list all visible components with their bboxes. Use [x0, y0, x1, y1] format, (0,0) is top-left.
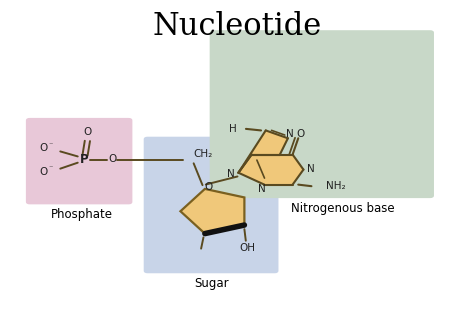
- Text: Nucleotide: Nucleotide: [152, 11, 322, 42]
- Text: Sugar: Sugar: [194, 277, 228, 290]
- Text: N: N: [258, 184, 266, 194]
- Text: ⁻: ⁻: [48, 163, 53, 173]
- Text: N: N: [228, 169, 235, 179]
- Text: O: O: [297, 129, 305, 139]
- FancyBboxPatch shape: [210, 30, 434, 198]
- Text: Nitrogenous base: Nitrogenous base: [291, 202, 395, 215]
- Text: O: O: [39, 143, 47, 153]
- Text: NH₂: NH₂: [326, 181, 345, 191]
- Polygon shape: [238, 155, 303, 185]
- FancyBboxPatch shape: [144, 137, 278, 273]
- Text: OH: OH: [239, 243, 255, 252]
- Text: O: O: [204, 182, 213, 192]
- Text: N: N: [307, 164, 315, 174]
- Text: H: H: [229, 124, 237, 134]
- Text: ⁻: ⁻: [48, 140, 53, 149]
- Text: P: P: [80, 153, 88, 166]
- Text: O: O: [108, 154, 116, 164]
- Text: N: N: [286, 129, 294, 139]
- Text: CH₂: CH₂: [194, 149, 213, 159]
- FancyBboxPatch shape: [26, 118, 132, 204]
- Polygon shape: [181, 189, 245, 234]
- Polygon shape: [238, 131, 288, 173]
- Text: O: O: [83, 127, 91, 137]
- Text: Phosphate: Phosphate: [51, 208, 112, 221]
- Text: O: O: [39, 167, 47, 177]
